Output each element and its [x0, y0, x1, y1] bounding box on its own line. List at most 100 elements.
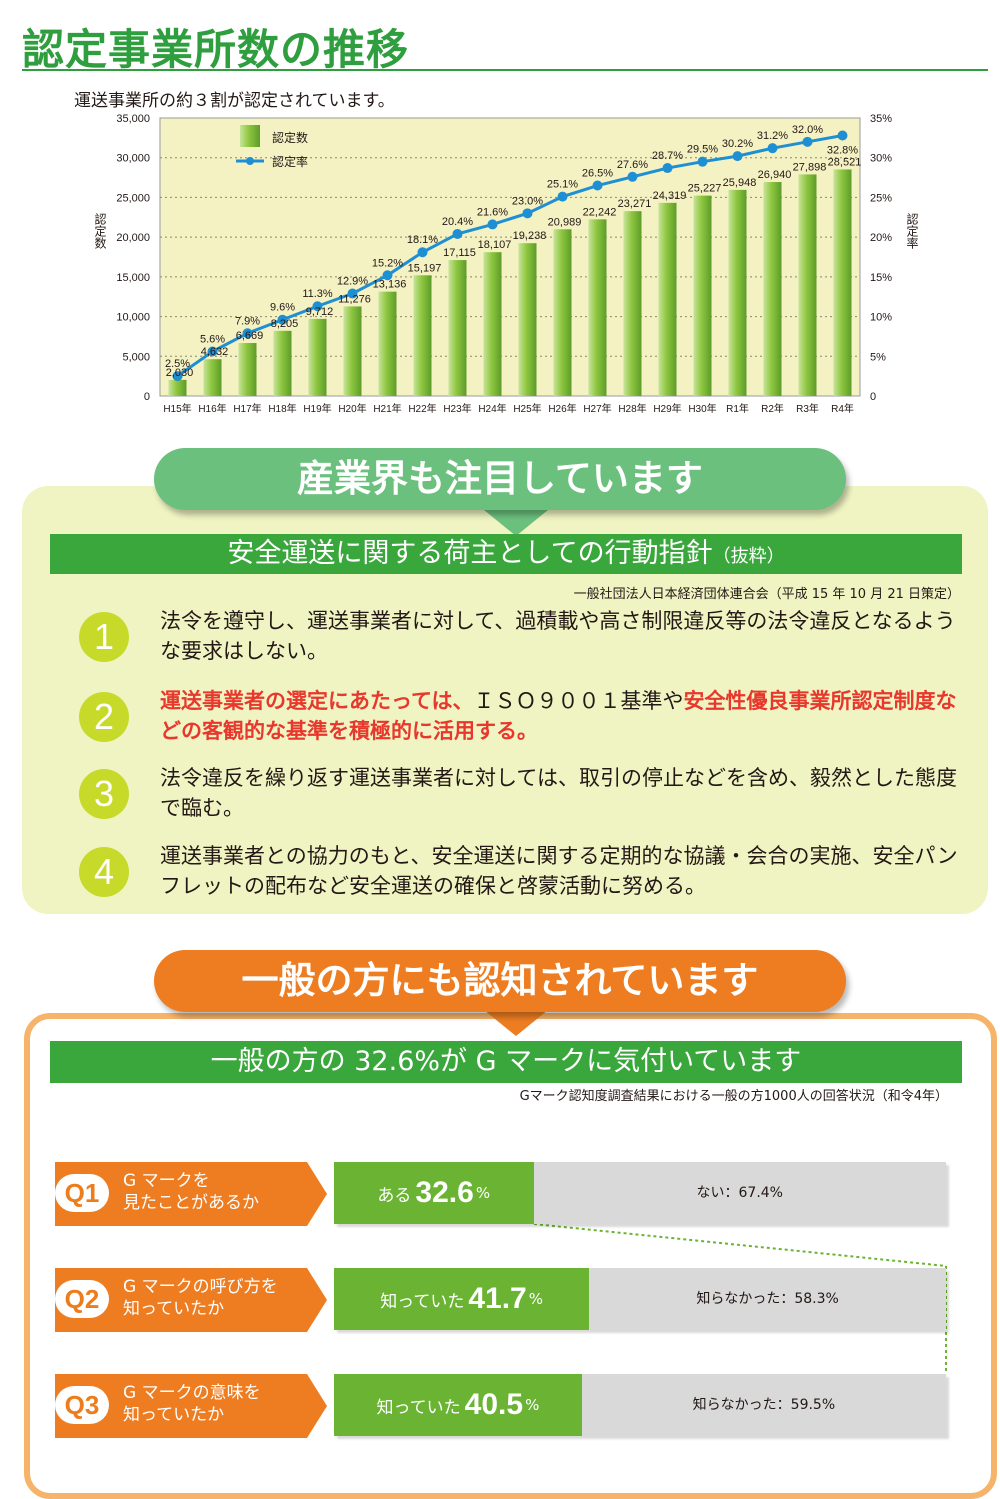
- answer-bar-3: 知っていた 40.5% 知らなかった：59.5%: [334, 1374, 946, 1436]
- x-tick-label: H30年: [688, 402, 716, 415]
- bar-mark: [168, 379, 187, 396]
- x-tick-label: R1年: [726, 402, 749, 415]
- rate-point: [592, 180, 603, 191]
- x-tick-label: H16年: [198, 402, 226, 415]
- rate-value-label: 28.7%: [652, 150, 683, 162]
- answer-yes-segment: ある 32.6%: [334, 1162, 534, 1224]
- bar-mark: [518, 243, 537, 396]
- rate-value-label: 27.6%: [617, 159, 648, 171]
- rate-value-label: 32.8%: [827, 144, 858, 156]
- bar-value-label: 23,271: [618, 198, 652, 210]
- question-text: G マークを 見たことがあるか: [123, 1170, 259, 1214]
- question-text: G マークの呼び方を 知っていたか: [123, 1276, 278, 1320]
- x-tick-label: H25年: [513, 402, 541, 415]
- y-tick-label: 15,000: [116, 272, 150, 284]
- bar-mark: [308, 318, 327, 396]
- rate-point: [732, 151, 743, 162]
- rate-point: [277, 314, 288, 325]
- rate-line: [176, 133, 843, 378]
- bar-value-label: 24,319: [653, 190, 687, 202]
- bar-mark: [553, 229, 572, 396]
- rate-point: [802, 136, 813, 147]
- guideline-item-2: 運送事業者の選定にあたっては、ＩＳＯ９００１基準や安全性優良事業所認定制度などの…: [160, 686, 965, 746]
- bar-mark: [448, 260, 467, 396]
- legend-line-label: 認定率: [272, 154, 308, 169]
- legend-bar-swatch: [240, 125, 260, 147]
- rate-line-series: [172, 130, 848, 382]
- bar-mark: [623, 211, 642, 396]
- rate-value-label: 26.5%: [582, 168, 613, 180]
- rate-point: [662, 163, 673, 174]
- bar-mark: [728, 189, 747, 396]
- bar-mark: [693, 195, 712, 396]
- rate-point: [837, 130, 848, 141]
- y-right-tick-label: 5%: [870, 351, 886, 363]
- industry-banner: 産業界も注目しています: [154, 448, 846, 510]
- y-tick-label: 25,000: [116, 192, 150, 204]
- y-right-tick-label: 20%: [870, 232, 892, 244]
- x-tick-label: H22年: [408, 402, 436, 415]
- bar-value-label: 20,989: [548, 216, 582, 228]
- question-number: Q3: [55, 1386, 109, 1424]
- bar-value-label: 27,898: [793, 161, 827, 173]
- answer-percent-sign: %: [528, 1290, 543, 1308]
- guideline-heading-suffix: （抜粋）: [712, 546, 785, 567]
- rate-point: [382, 270, 393, 281]
- question-text-line2: 知っていたか: [123, 1299, 225, 1319]
- rate-value-label: 29.5%: [687, 144, 718, 156]
- x-tick-label: H19年: [303, 402, 331, 415]
- answer-yes-label: ある: [377, 1185, 412, 1206]
- rate-value-label: 5.6%: [200, 334, 225, 346]
- bar-mark: [378, 291, 397, 396]
- bar-mark: [273, 330, 292, 396]
- survey-source: Gマーク認知度調査結果における一般の方1000人の回答状況（和令4年）: [519, 1089, 948, 1104]
- rate-value-label: 20.4%: [442, 216, 473, 228]
- rate-point: [312, 301, 323, 312]
- x-tick-label: R3年: [796, 402, 819, 415]
- y-tick-label: 10,000: [116, 312, 150, 324]
- rate-point: [172, 371, 183, 382]
- answer-percent-sign: %: [475, 1184, 491, 1202]
- rate-point: [452, 228, 463, 239]
- x-tick-label: H15年: [163, 402, 191, 415]
- answer-no-segment: ない：67.4%: [696, 1185, 783, 1201]
- banner-arrow-orange: [484, 1010, 548, 1036]
- rate-value-label: 12.9%: [337, 276, 368, 288]
- bar-value-label: 25,227: [688, 183, 722, 195]
- bar-value-label: 18,107: [478, 239, 512, 251]
- chart-legend: 認定数 認定率: [236, 125, 308, 169]
- item-number-3: 3: [79, 769, 129, 819]
- rate-value-label: 25.1%: [547, 179, 578, 191]
- data-labels: 2,030 4,632 6,669 8,205 9,712 11,27613,13615,…: [165, 124, 861, 379]
- legend-bar-label: 認定数: [272, 130, 308, 145]
- question-text-line2: 知っていたか: [123, 1405, 225, 1425]
- answer-yes-value: 40.5: [464, 1388, 524, 1421]
- bar-value-label: 6,669: [236, 330, 264, 342]
- y-right-tick-label: 15%: [870, 272, 892, 284]
- bar-mark: [798, 174, 817, 396]
- question-number: Q1: [55, 1174, 109, 1212]
- bar-mark: [833, 169, 852, 396]
- y-tick-label: 20,000: [116, 232, 150, 244]
- y-right-tick-label: 0: [870, 391, 876, 403]
- rate-value-label: 18.1%: [407, 234, 438, 246]
- answer-yes-label: 知っていた: [380, 1291, 465, 1312]
- guideline-item-1: 法令を遵守し、運送事業者に対して、過積載や高さ制限違反等の法令違反となるような要…: [160, 609, 956, 663]
- axes: 0 5,000 10,000 15,000 20,000 25,000 30,000 35,0…: [93, 113, 919, 415]
- question-tab-2: Q2 G マークの呼び方を 知っていたか: [55, 1268, 327, 1332]
- answer-bar-2: 知っていた 41.7% 知らなかった：58.3%: [334, 1268, 946, 1330]
- x-tick-label: H27年: [583, 402, 611, 415]
- y-right-axis-title: 認定率: [905, 212, 919, 249]
- x-tick-label: R2年: [761, 402, 784, 415]
- bar-value-label: 2,030: [166, 367, 194, 379]
- bar-mark: [238, 343, 257, 396]
- item-number-1: 1: [79, 612, 129, 662]
- rate-value-label: 21.6%: [477, 206, 508, 218]
- bar-value-label: 22,242: [583, 206, 617, 218]
- question-tab-3: Q3 G マークの意味を 知っていたか: [55, 1374, 327, 1438]
- bar-mark: [763, 182, 782, 396]
- answer-yes-label: 知っていた: [376, 1397, 461, 1418]
- rate-point: [417, 247, 428, 258]
- bar-series: [168, 169, 852, 396]
- x-tick-label: H28年: [618, 402, 646, 415]
